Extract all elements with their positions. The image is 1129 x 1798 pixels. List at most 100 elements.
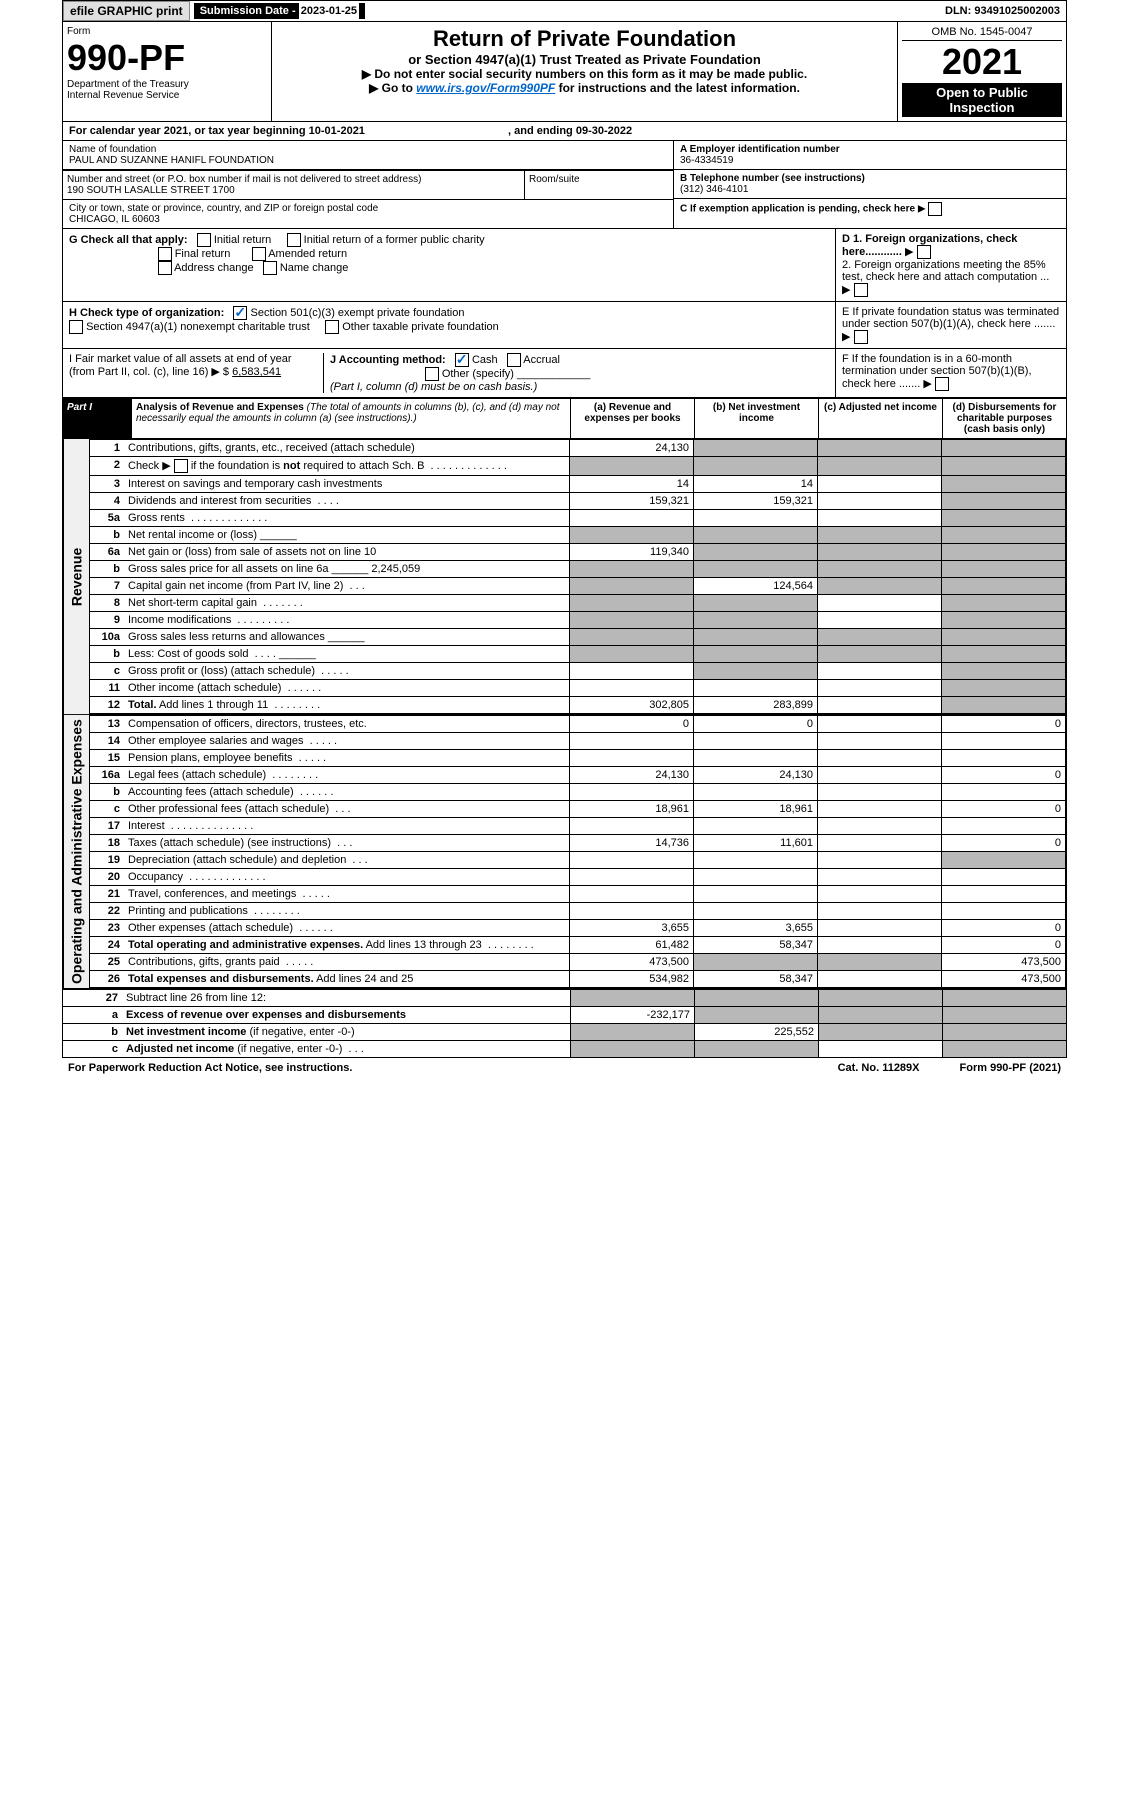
table-row: 9Income modifications . . . . . . . . .: [90, 612, 1066, 629]
address-change-checkbox[interactable]: [158, 261, 172, 275]
table-row: cGross profit or (loss) (attach schedule…: [90, 663, 1066, 680]
d2-checkbox[interactable]: [854, 283, 868, 297]
top-bar: efile GRAPHIC print Submission Date - 20…: [62, 0, 1067, 22]
table-row: 24Total operating and administrative exp…: [90, 937, 1066, 954]
name-change-checkbox[interactable]: [263, 261, 277, 275]
table-row: 11Other income (attach schedule) . . . .…: [90, 680, 1066, 697]
efile-print-button[interactable]: efile GRAPHIC print: [63, 1, 190, 21]
d2-label: 2. Foreign organizations meeting the 85%…: [842, 259, 1049, 283]
h1: Section 501(c)(3) exempt private foundat…: [250, 307, 464, 319]
omb-number: OMB No. 1545-0047: [902, 26, 1062, 41]
cal-begin: 10-01-2021: [309, 125, 365, 137]
city-value: CHICAGO, IL 60603: [69, 214, 667, 225]
table-row: 25Contributions, gifts, grants paid . . …: [90, 954, 1066, 971]
h-label: H Check type of organization:: [69, 307, 224, 319]
table-row: 10aGross sales less returns and allowanc…: [90, 629, 1066, 646]
table-row: cAdjusted net income (if negative, enter…: [63, 1041, 1067, 1058]
form-year-block: OMB No. 1545-0047 2021 Open to Public In…: [897, 22, 1066, 121]
submission-date-label: Submission Date - 2023-01-25: [194, 3, 365, 19]
table-row: 6aNet gain or (loss) from sale of assets…: [90, 544, 1066, 561]
table-row: 21Travel, conferences, and meetings . . …: [90, 886, 1066, 903]
table-row: bNet rental income or (loss) ______: [90, 527, 1066, 544]
other-taxable-checkbox[interactable]: [325, 320, 339, 334]
final-return-checkbox[interactable]: [158, 247, 172, 261]
sub-label: Submission Date -: [200, 5, 299, 17]
table-row: 5aGross rents . . . . . . . . . . . . .: [90, 510, 1066, 527]
table-row: 1Contributions, gifts, grants, etc., rec…: [90, 440, 1066, 457]
table-row: 17Interest . . . . . . . . . . . . . .: [90, 818, 1066, 835]
cal-mid: , and ending: [508, 125, 576, 137]
form-title-block: Return of Private Foundation or Section …: [272, 22, 897, 121]
checks-row-3: I Fair market value of all assets at end…: [62, 349, 1067, 398]
form-title: Return of Private Foundation: [276, 26, 893, 52]
city-label: City or town, state or province, country…: [69, 203, 667, 214]
part1-title: Analysis of Revenue and Expenses: [136, 402, 304, 413]
dept-label: Department of the Treasury: [67, 79, 267, 90]
g5: Address change: [174, 262, 254, 274]
j-note: (Part I, column (d) must be on cash basi…: [330, 381, 537, 393]
table-row: 20Occupancy . . . . . . . . . . . . .: [90, 869, 1066, 886]
table-row: 26Total expenses and disbursements. Add …: [90, 971, 1066, 988]
table-row: 8Net short-term capital gain . . . . . .…: [90, 595, 1066, 612]
e-checkbox[interactable]: [854, 330, 868, 344]
footer-right: Form 990-PF (2021): [960, 1062, 1061, 1074]
footer-left: For Paperwork Reduction Act Notice, see …: [68, 1062, 352, 1074]
amended-return-checkbox[interactable]: [252, 247, 266, 261]
table-row: 4Dividends and interest from securities …: [90, 493, 1066, 510]
summary-table: 27Subtract line 26 from line 12: aExcess…: [62, 989, 1067, 1058]
exemption-checkbox[interactable]: [928, 202, 942, 216]
table-row: bNet investment income (if negative, ent…: [63, 1024, 1067, 1041]
page-footer: For Paperwork Reduction Act Notice, see …: [62, 1058, 1067, 1078]
form-number: 990-PF: [67, 37, 267, 79]
col-d: (d) Disbursements for charitable purpose…: [943, 399, 1067, 439]
4947a1-checkbox[interactable]: [69, 320, 83, 334]
checks-row-1: G Check all that apply: Initial return I…: [62, 229, 1067, 302]
phone-label: B Telephone number (see instructions): [680, 173, 1060, 184]
cal-pre: For calendar year 2021, or tax year begi…: [69, 125, 309, 137]
g4: Amended return: [268, 248, 347, 260]
instr-1: ▶ Do not enter social security numbers o…: [276, 67, 893, 81]
table-row: 13Compensation of officers, directors, t…: [90, 716, 1066, 733]
cash-checkbox[interactable]: [455, 353, 469, 367]
instr-2: ▶ Go to www.irs.gov/Form990PF for instru…: [276, 81, 893, 95]
form-header: Form 990-PF Department of the Treasury I…: [62, 22, 1067, 122]
room-label: Room/suite: [525, 171, 674, 200]
calendar-year-row: For calendar year 2021, or tax year begi…: [62, 122, 1067, 141]
expenses-side-label: Operating and Administrative Expenses: [63, 715, 89, 988]
table-row: 27Subtract line 26 from line 12:: [63, 990, 1067, 1007]
table-row: 14Other employee salaries and wages . . …: [90, 733, 1066, 750]
j3: Other (specify): [442, 368, 514, 380]
e-label: E If private foundation status was termi…: [842, 306, 1059, 330]
revenue-side-label: Revenue: [63, 439, 89, 714]
i-value: 6,583,541: [232, 366, 281, 378]
form-subtitle: or Section 4947(a)(1) Trust Treated as P…: [276, 52, 893, 67]
accrual-checkbox[interactable]: [507, 353, 521, 367]
form990pf-link[interactable]: www.irs.gov/Form990PF: [416, 81, 555, 95]
table-row: 12Total. Add lines 1 through 11 . . . . …: [90, 697, 1066, 714]
other-method-checkbox[interactable]: [425, 367, 439, 381]
d1-checkbox[interactable]: [917, 245, 931, 259]
g2: Initial return of a former public charit…: [304, 234, 485, 246]
schb-checkbox[interactable]: [174, 459, 188, 473]
f-checkbox[interactable]: [935, 377, 949, 391]
irs-label: Internal Revenue Service: [67, 90, 267, 101]
instr2-pre: ▶ Go to: [369, 81, 416, 95]
h3: Other taxable private foundation: [342, 321, 499, 333]
g3: Final return: [175, 248, 231, 260]
table-row: aExcess of revenue over expenses and dis…: [63, 1007, 1067, 1024]
501c3-checkbox[interactable]: [233, 306, 247, 320]
table-row: 2Check ▶ if the foundation is not requir…: [90, 457, 1066, 476]
name-label: Name of foundation: [69, 144, 667, 155]
initial-former-checkbox[interactable]: [287, 233, 301, 247]
table-row: bGross sales price for all assets on lin…: [90, 561, 1066, 578]
table-row: 18Taxes (attach schedule) (see instructi…: [90, 835, 1066, 852]
j-label: J Accounting method:: [330, 354, 446, 366]
initial-return-checkbox[interactable]: [197, 233, 211, 247]
table-row: 3Interest on savings and temporary cash …: [90, 476, 1066, 493]
col-a: (a) Revenue and expenses per books: [571, 399, 695, 439]
exemption-label: C If exemption application is pending, c…: [680, 204, 915, 215]
table-row: 16aLegal fees (attach schedule) . . . . …: [90, 767, 1066, 784]
table-row: 15Pension plans, employee benefits . . .…: [90, 750, 1066, 767]
dln-label: DLN: 93491025002003: [939, 3, 1066, 19]
g-label: G Check all that apply:: [69, 234, 188, 246]
